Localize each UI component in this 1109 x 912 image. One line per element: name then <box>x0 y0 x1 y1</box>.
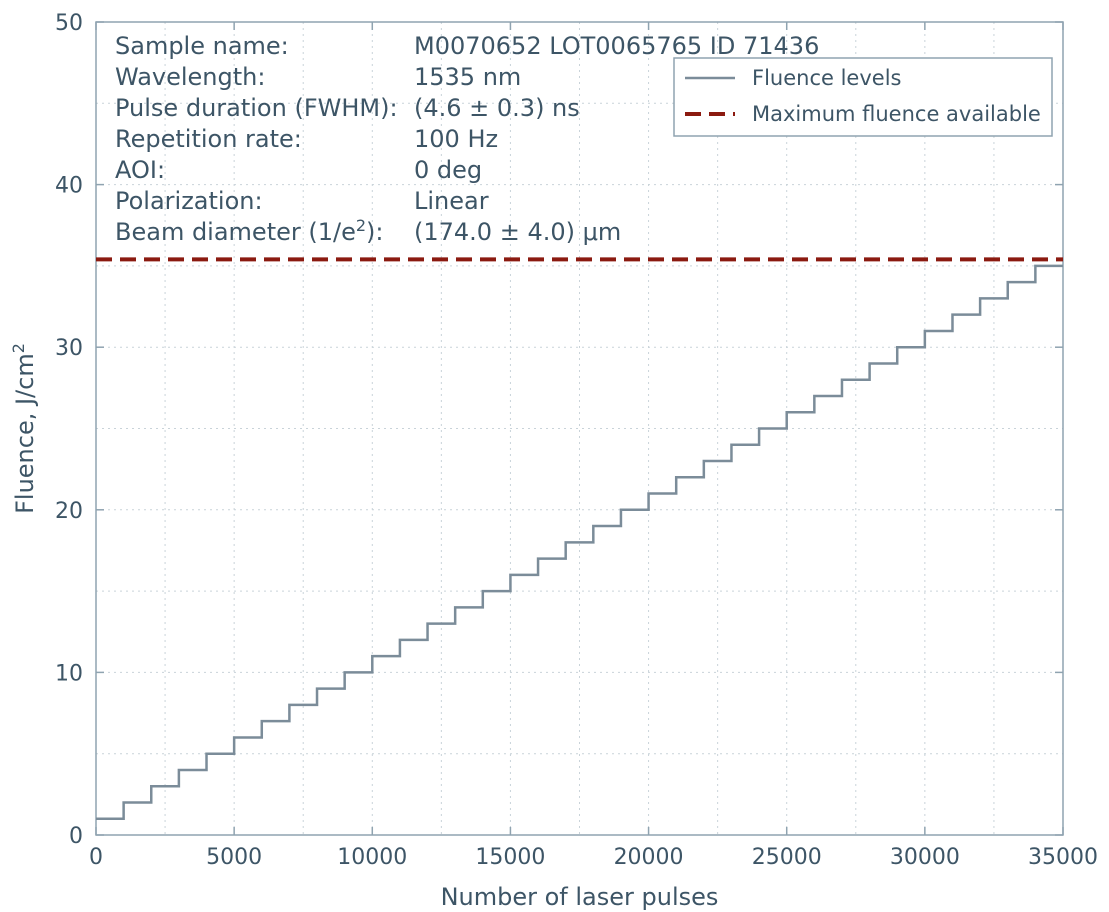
legend: Fluence levels Maximum fluence available <box>673 57 1053 137</box>
series-fluence-levels <box>96 264 1063 820</box>
info-label: Beam diameter (1/e2): <box>115 216 384 246</box>
info-label: Sample name: <box>115 32 289 60</box>
info-value: 0 deg <box>414 156 482 184</box>
series-layer <box>96 257 1063 820</box>
info-label-text: Repetition rate: <box>115 125 302 153</box>
info-label-text: Beam diameter (1/e <box>115 218 356 246</box>
x-tick-label: 0 <box>89 845 103 870</box>
y-tick-label: 30 <box>55 336 83 361</box>
x-tick-label: 15000 <box>475 845 545 870</box>
info-value: M0070652 LOT0065765 ID 71436 <box>414 32 819 60</box>
y-tick-label: 50 <box>55 11 83 36</box>
x-tick-label: 35000 <box>1028 845 1098 870</box>
info-value: 1535 nm <box>414 63 521 91</box>
info-value: 100 Hz <box>414 125 498 153</box>
x-tick-label: 25000 <box>752 845 822 870</box>
x-tick-label: 5000 <box>206 845 262 870</box>
info-label: AOI: <box>115 156 165 184</box>
info-label: Polarization: <box>115 187 263 215</box>
y-tick-label: 40 <box>55 174 83 199</box>
y-axis-title-main: Fluence, J/cm <box>11 353 39 514</box>
x-tick-label: 30000 <box>890 845 960 870</box>
info-value: (174.0 ± 4.0) μm <box>414 218 621 246</box>
info-label: Wavelength: <box>115 63 265 91</box>
info-label-text: Pulse duration (FWHM): <box>115 94 398 122</box>
y-tick-label: 20 <box>55 499 83 524</box>
info-label-text: Sample name: <box>115 32 289 60</box>
info-label-text: Polarization: <box>115 187 263 215</box>
info-label-tail: ): <box>366 218 383 246</box>
info-label: Repetition rate: <box>115 125 302 153</box>
info-label-sup: 2 <box>356 216 366 235</box>
info-value: (4.6 ± 0.3) ns <box>414 94 580 122</box>
y-tick-label: 0 <box>69 824 83 849</box>
x-tick-label: 20000 <box>614 845 684 870</box>
legend-label-fluence: Fluence levels <box>752 66 901 90</box>
info-value: Linear <box>414 187 489 215</box>
info-label: Pulse duration (FWHM): <box>115 94 398 122</box>
axis-ticks: 0 5000 10000 15000 20000 25000 30000 3500001020… <box>55 11 1098 870</box>
y-axis-title-sup: 2 <box>9 343 28 353</box>
legend-box <box>673 57 1053 137</box>
sample-info-block: Sample name: M0070652 LOT0065765 ID 71436… <box>115 32 819 246</box>
legend-label-max: Maximum fluence available <box>752 102 1041 126</box>
y-tick-label: 10 <box>55 661 83 686</box>
info-label-text: Wavelength: <box>115 63 265 91</box>
info-label-text: AOI: <box>115 156 165 184</box>
x-axis-title: Number of laser pulses <box>441 883 719 911</box>
x-tick-label: 10000 <box>337 845 407 870</box>
plot-frame <box>95 21 1064 836</box>
y-axis-title: Fluence, J/cm2 <box>9 343 39 514</box>
